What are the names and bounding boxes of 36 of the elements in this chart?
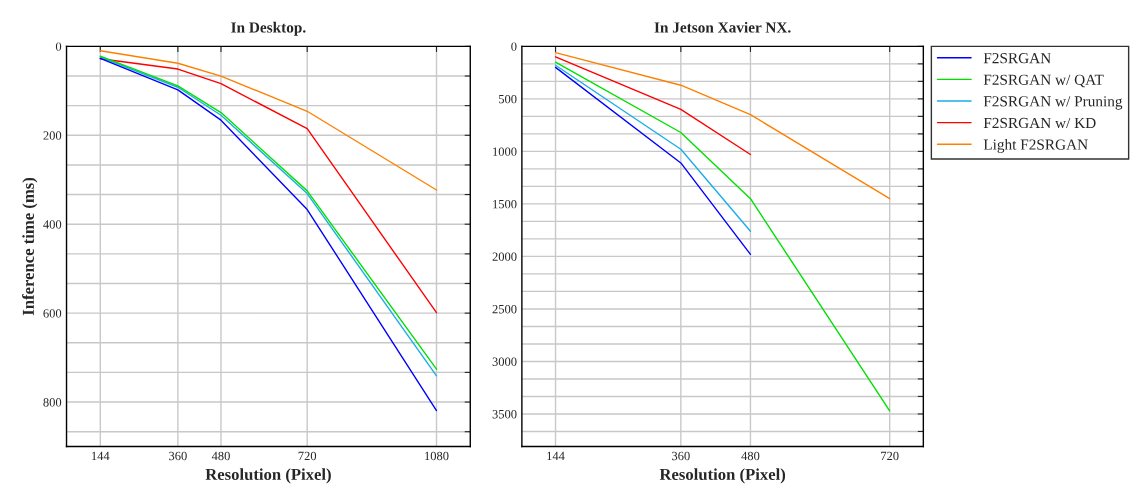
- chart-title: In Desktop.: [231, 21, 306, 36]
- y-tick-label: 3500: [492, 409, 517, 419]
- y-tick-label: 2000: [492, 252, 517, 261]
- x-tick-label: 1080: [425, 451, 449, 461]
- x-axis-title: Resolution (Pixel): [659, 468, 786, 484]
- y-tick-label: 3000: [492, 357, 517, 366]
- chart-title: In Jetson Xavier NX.: [654, 21, 791, 33]
- legend-label: F2SRGAN: [983, 53, 1051, 64]
- y-axis-title: Inference time (ms): [22, 177, 38, 316]
- line-series: [99, 50, 438, 191]
- line-series: [554, 51, 891, 200]
- x-axis-title: Resolution (Pixel): [205, 468, 331, 484]
- x-tick-label: 360: [672, 451, 690, 461]
- y-tick-label: 200: [43, 131, 62, 140]
- legend-label: F2SRGAN w/ Pruning: [983, 96, 1123, 110]
- legend-label: F2SRGAN w/ QAT: [983, 74, 1104, 88]
- y-tick-label: 600: [43, 309, 62, 318]
- y-tick-label: 1500: [493, 199, 517, 209]
- x-tick-label: 360: [169, 451, 187, 461]
- y-tick-label: 800: [43, 398, 62, 407]
- legend-label: F2SRGAN w/ KD: [983, 117, 1096, 129]
- y-tick-label: 0: [511, 42, 517, 51]
- line-series: [554, 61, 891, 412]
- x-tick-label: 720: [881, 451, 899, 461]
- line-series: [99, 58, 438, 314]
- legend-label: Light F2SRGAN: [983, 138, 1088, 153]
- x-tick-label: 720: [298, 451, 317, 461]
- y-tick-label: 0: [55, 42, 62, 51]
- x-tick-label: 480: [741, 451, 760, 461]
- x-tick-label: 144: [92, 451, 110, 461]
- y-tick-label: 1000: [493, 147, 517, 156]
- y-tick-label: 2500: [492, 304, 517, 314]
- x-tick-label: 144: [547, 451, 565, 461]
- y-tick-label: 400: [43, 220, 62, 229]
- x-tick-label: 480: [211, 451, 230, 461]
- y-tick-label: 500: [499, 94, 517, 104]
